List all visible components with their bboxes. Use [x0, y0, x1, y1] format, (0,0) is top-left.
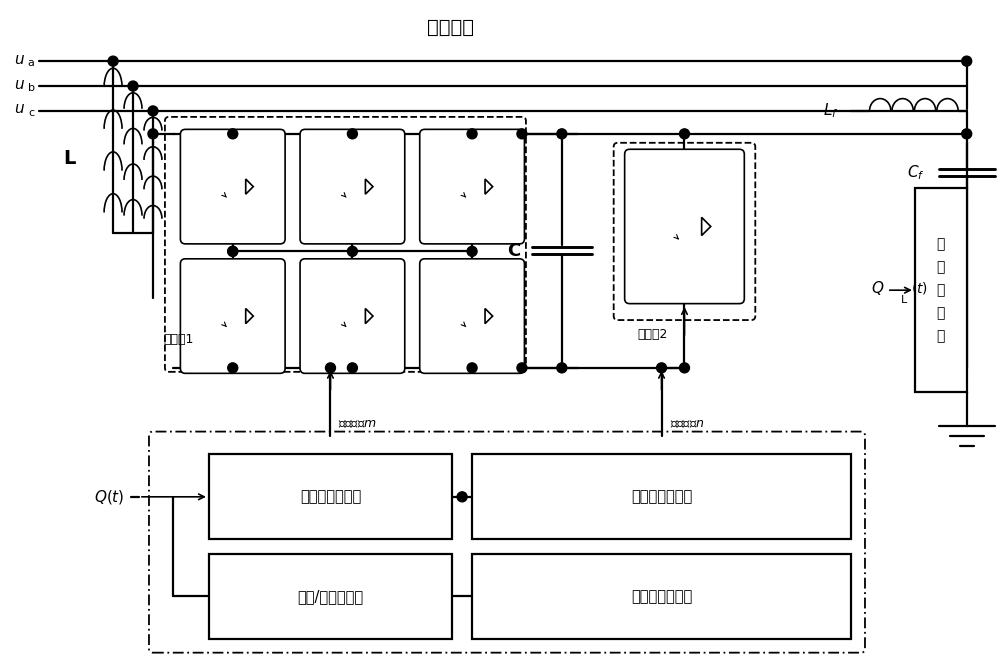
FancyBboxPatch shape — [180, 259, 285, 373]
Text: L: L — [901, 295, 907, 305]
FancyBboxPatch shape — [420, 130, 524, 244]
Text: $Q(t)$: $Q(t)$ — [94, 488, 124, 506]
Text: $(t)$: $(t)$ — [911, 280, 928, 296]
Circle shape — [325, 363, 335, 373]
Text: a: a — [28, 58, 35, 68]
FancyBboxPatch shape — [300, 130, 405, 244]
Circle shape — [128, 81, 138, 91]
Text: 调制信号$m$: 调制信号$m$ — [338, 418, 377, 431]
FancyBboxPatch shape — [625, 149, 744, 304]
Text: $u$: $u$ — [14, 51, 25, 67]
Circle shape — [457, 492, 467, 502]
Text: C: C — [507, 242, 521, 260]
Circle shape — [557, 363, 567, 373]
FancyBboxPatch shape — [180, 130, 285, 244]
FancyBboxPatch shape — [915, 188, 967, 392]
FancyBboxPatch shape — [472, 454, 851, 539]
Text: $u$: $u$ — [14, 77, 25, 92]
Circle shape — [148, 129, 158, 139]
Text: $L_f$: $L_f$ — [823, 102, 839, 120]
Text: 调制信号$n$: 调制信号$n$ — [670, 418, 704, 431]
Circle shape — [347, 246, 357, 257]
Circle shape — [517, 129, 527, 139]
Circle shape — [962, 129, 972, 139]
FancyBboxPatch shape — [209, 454, 452, 539]
Circle shape — [680, 129, 689, 139]
Circle shape — [517, 363, 527, 373]
Text: 交流母线: 交流母线 — [427, 18, 474, 37]
Text: $Q$: $Q$ — [871, 279, 884, 297]
Text: 阻尼/惯性模拟器: 阻尼/惯性模拟器 — [297, 589, 364, 604]
Text: c: c — [28, 108, 34, 118]
Text: $u$: $u$ — [14, 102, 25, 116]
Circle shape — [347, 129, 357, 139]
Circle shape — [467, 363, 477, 373]
Circle shape — [148, 106, 158, 116]
Circle shape — [347, 363, 357, 373]
Circle shape — [228, 129, 238, 139]
Text: L: L — [63, 149, 75, 168]
Circle shape — [467, 129, 477, 139]
Text: 需
求
侧
负
荷: 需 求 侧 负 荷 — [937, 238, 945, 343]
Circle shape — [657, 363, 667, 373]
FancyBboxPatch shape — [420, 259, 524, 373]
Text: 无功指令跟随器: 无功指令跟随器 — [631, 490, 692, 504]
Circle shape — [108, 56, 118, 66]
FancyBboxPatch shape — [300, 259, 405, 373]
Text: $C_f$: $C_f$ — [907, 163, 925, 182]
Text: 变流器2: 变流器2 — [638, 327, 668, 341]
Circle shape — [228, 246, 238, 257]
FancyBboxPatch shape — [209, 554, 452, 639]
Circle shape — [228, 363, 238, 373]
Circle shape — [467, 246, 477, 257]
FancyBboxPatch shape — [472, 554, 851, 639]
Text: b: b — [28, 83, 35, 93]
Text: 变流器1: 变流器1 — [163, 333, 193, 347]
Circle shape — [680, 363, 689, 373]
Circle shape — [228, 246, 238, 257]
Text: 虚拟励磁控制器: 虚拟励磁控制器 — [300, 490, 361, 504]
Circle shape — [557, 129, 567, 139]
Text: 动态相位发生器: 动态相位发生器 — [631, 589, 692, 604]
Circle shape — [962, 56, 972, 66]
